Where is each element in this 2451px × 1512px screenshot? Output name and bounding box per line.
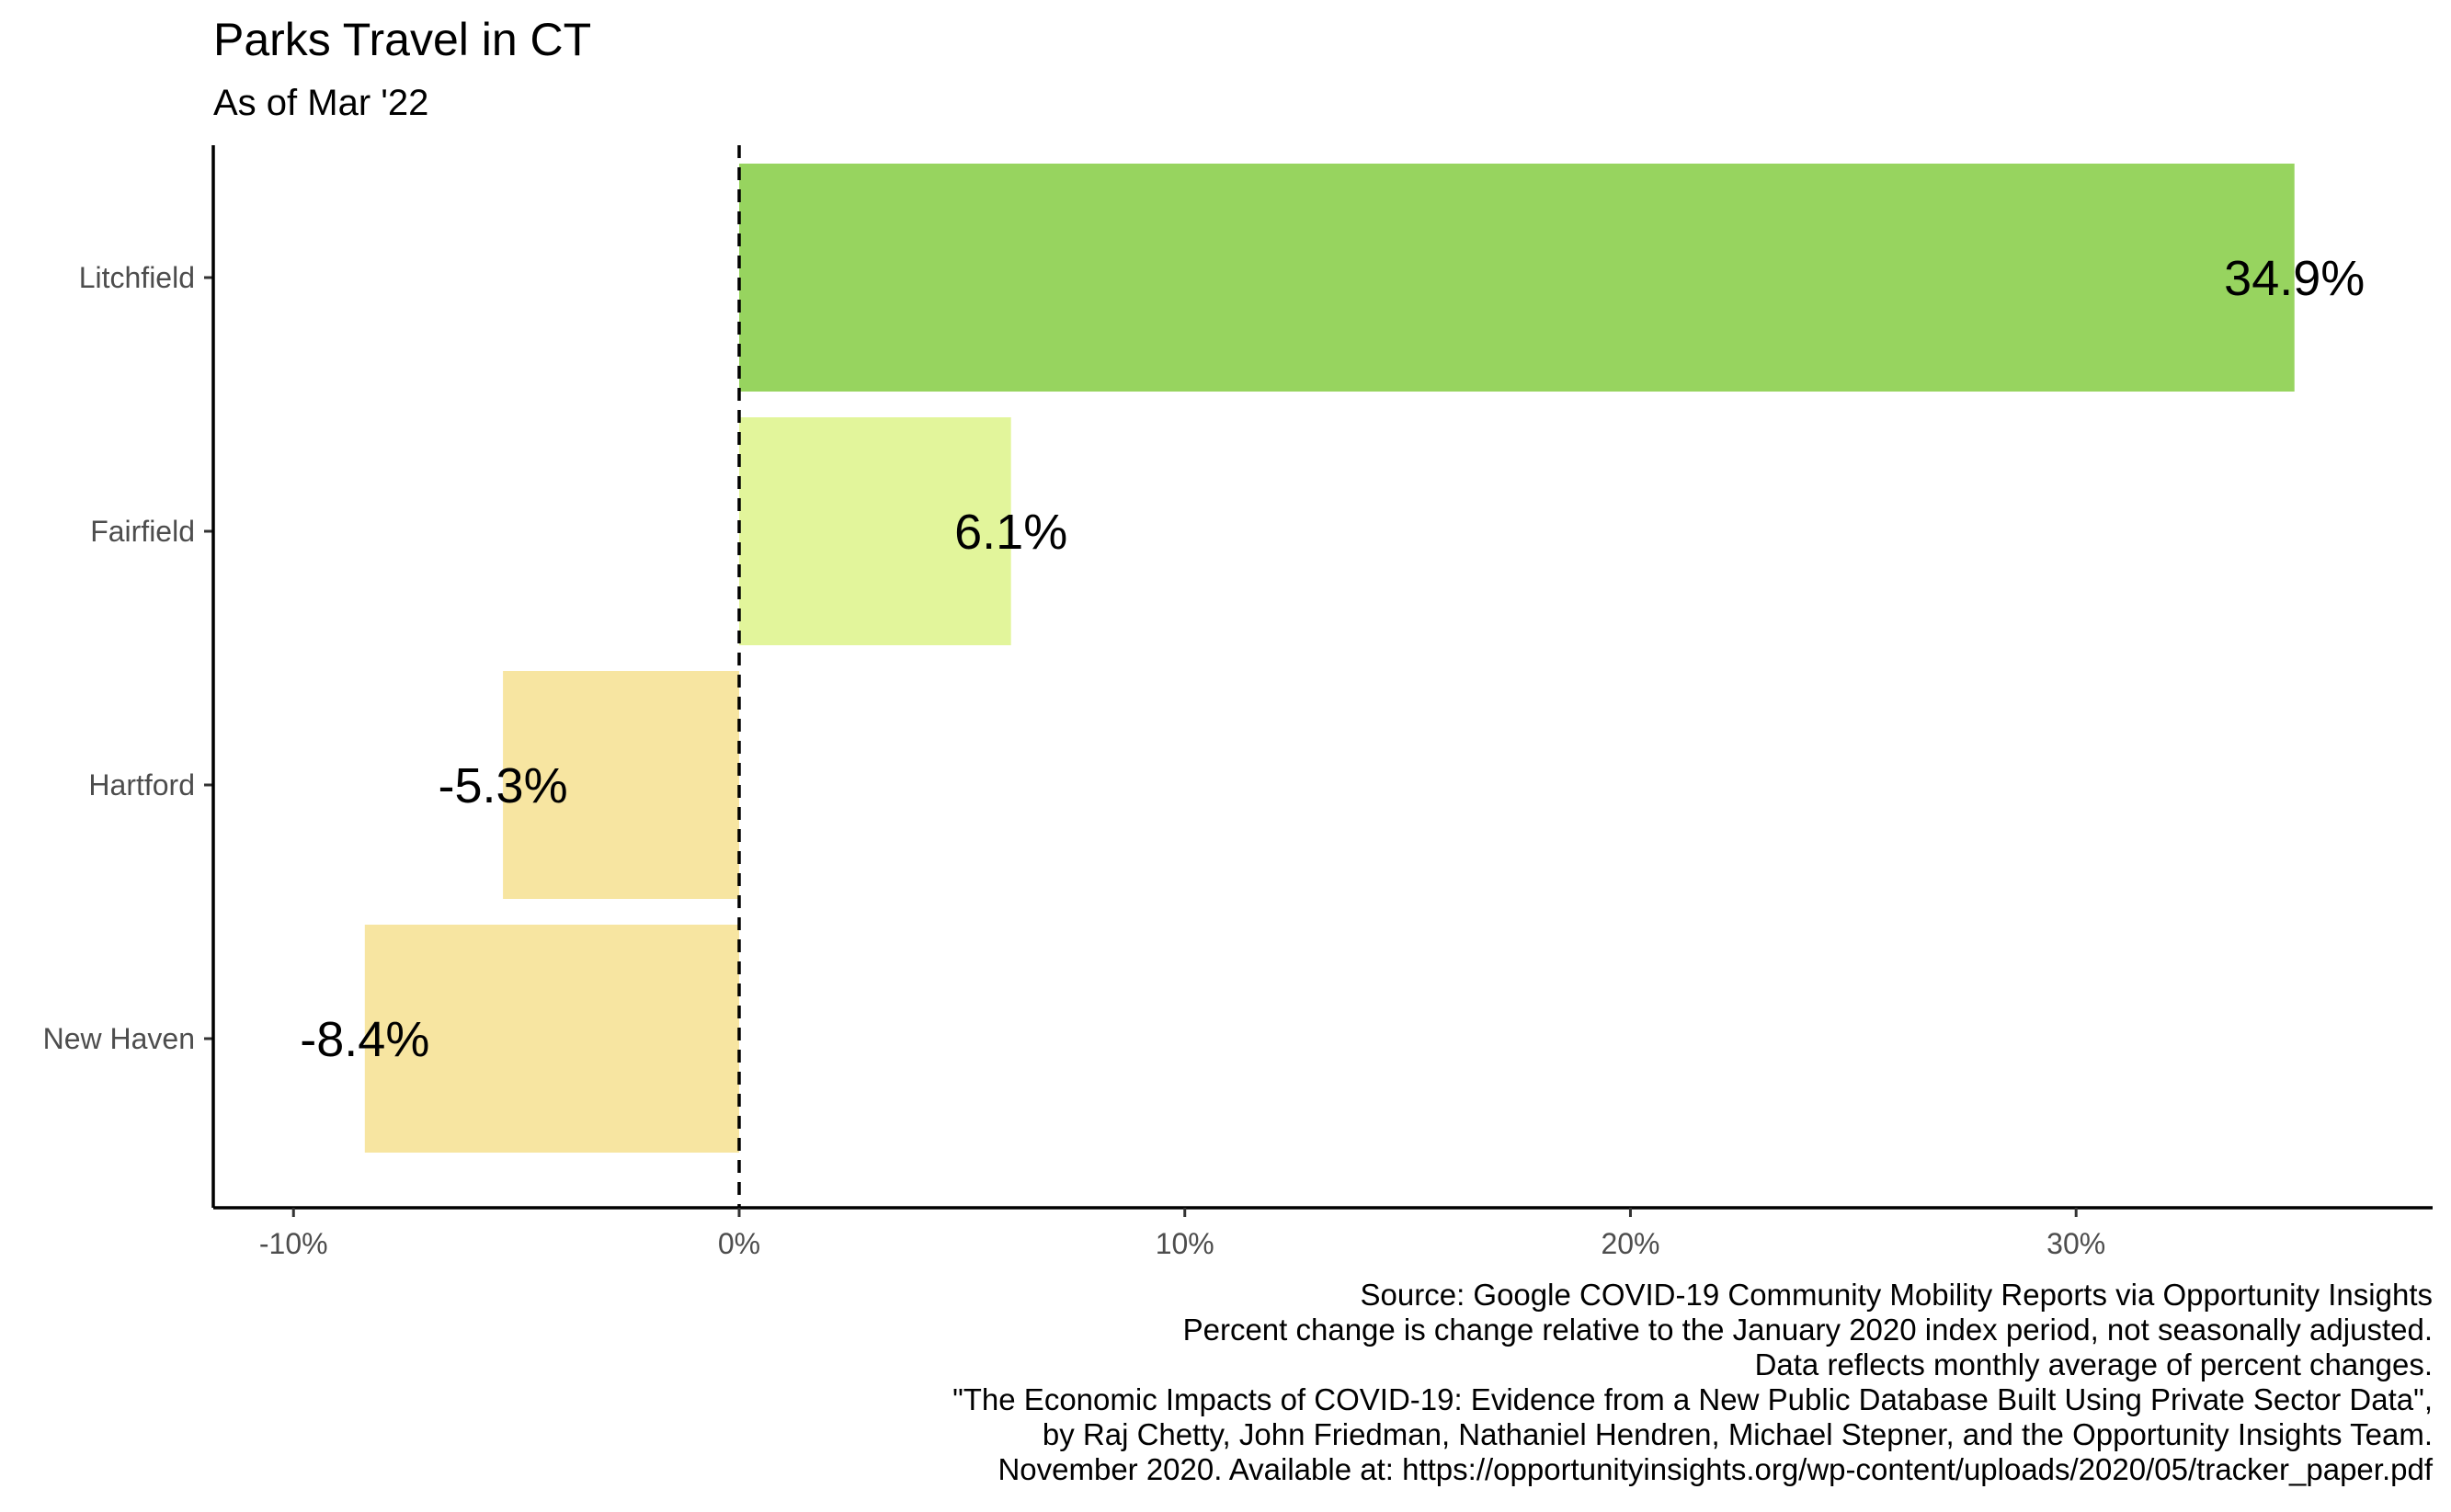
y-tick-label-fairfield: Fairfield: [90, 515, 195, 548]
data-label-fairfield: 6.1%: [954, 505, 1067, 560]
caption-line-source: Source: Google COVID-19 Community Mobili…: [1360, 1278, 2433, 1312]
data-label-new-haven: -8.4%: [300, 1012, 429, 1067]
data-labels-group: 34.9% 6.1% -5.3% -8.4%: [300, 251, 2365, 1067]
caption-line-average: Data reflects monthly average of percent…: [1754, 1347, 2433, 1381]
chart-title: Parks Travel in CT: [213, 14, 592, 65]
x-tick-label-10: -10%: [259, 1227, 328, 1260]
axes-group: Litchfield Fairfield Hartford New Haven -10%…: [43, 145, 2433, 1260]
chart-subtitle: As of Mar '22: [213, 83, 429, 123]
y-tick-label-new-haven: New Haven: [43, 1022, 195, 1055]
bar-fairfield: [738, 417, 1011, 645]
x-tick-label-30: 30%: [2046, 1227, 2105, 1260]
caption-line-method: Percent change is change relative to the…: [1182, 1313, 2433, 1347]
caption-line-authors: by Raj Chetty, John Friedman, Nathaniel …: [1042, 1417, 2433, 1451]
caption-line-paper-title: "The Economic Impacts of COVID-19: Evide…: [952, 1382, 2433, 1416]
data-label-hartford: -5.3%: [439, 758, 568, 813]
caption-line-url: November 2020. Available at: https://opp…: [998, 1452, 2433, 1486]
x-tick-label-0: 0%: [718, 1227, 760, 1260]
data-label-litchfield: 34.9%: [2224, 251, 2365, 306]
bars-group: [364, 164, 2295, 1153]
bar-hartford: [503, 671, 739, 899]
y-tick-label-litchfield: Litchfield: [79, 261, 195, 294]
x-tick-label-20: 20%: [1601, 1227, 1659, 1260]
x-tick-label-10: 10%: [1156, 1227, 1214, 1260]
caption: Source: Google COVID-19 Community Mobili…: [952, 1278, 2433, 1487]
bar-new-haven: [364, 925, 739, 1153]
bar-litchfield: [738, 164, 2295, 392]
y-tick-label-hartford: Hartford: [88, 768, 195, 801]
